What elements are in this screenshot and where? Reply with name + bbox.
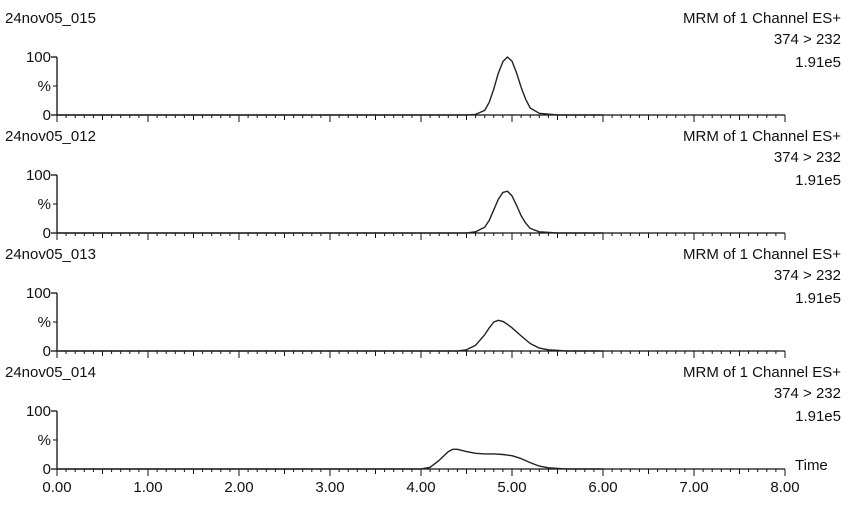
- sample-name: 24nov05_012: [5, 128, 96, 145]
- method-label: MRM of 1 Channel ES+: [683, 10, 841, 27]
- signal-trace: [57, 448, 603, 470]
- method-label: MRM of 1 Channel ES+: [683, 364, 841, 381]
- chromatogram-panel-2: 24nov05_012 MRM of 1 Channel ES+ 374 > 232…: [5, 128, 841, 242]
- y-tick-label: 100: [26, 167, 51, 184]
- chromatogram-panel-1: 24nov05_015 MRM of 1 Channel ES+ 374 > 232…: [5, 10, 841, 124]
- x-tick-label: 2.00: [224, 479, 253, 496]
- sample-name: 24nov05_013: [5, 246, 96, 263]
- x-tick-label: 6.00: [588, 479, 617, 496]
- transition-label: 374 > 232: [774, 385, 841, 402]
- transition-label: 374 > 232: [774, 31, 841, 48]
- y-tick-label: 100: [26, 285, 51, 302]
- chromatogram-panel-4: 24nov05_014 MRM of 1 Channel ES+ 374 > 232…: [5, 364, 841, 478]
- signal-trace: [57, 190, 603, 234]
- x-axis-title: Time: [795, 457, 828, 474]
- chromatogram-panel-3: 24nov05_013 MRM of 1 Channel ES+ 374 > 232…: [5, 246, 841, 360]
- x-tick-label: 3.00: [315, 479, 344, 496]
- intensity-label: 1.91e5: [795, 290, 841, 307]
- intensity-label: 1.91e5: [795, 172, 841, 189]
- y-tick-label: %: [38, 432, 51, 449]
- transition-label: 374 > 232: [774, 267, 841, 284]
- x-tick-label: 5.00: [497, 479, 526, 496]
- x-tick-label: 4.00: [406, 479, 435, 496]
- x-tick-label: 1.00: [133, 479, 162, 496]
- signal-trace: [57, 56, 603, 116]
- y-tick-label: 0: [43, 225, 51, 242]
- transition-label: 374 > 232: [774, 149, 841, 166]
- x-tick-label: 0.00: [42, 479, 71, 496]
- method-label: MRM of 1 Channel ES+: [683, 246, 841, 263]
- method-label: MRM of 1 Channel ES+: [683, 128, 841, 145]
- y-tick-label: %: [38, 196, 51, 213]
- y-tick-label: 100: [26, 403, 51, 420]
- y-tick-label: %: [38, 78, 51, 95]
- y-tick-label: 0: [43, 461, 51, 478]
- y-tick-label: 0: [43, 343, 51, 360]
- x-tick-label: 7.00: [679, 479, 708, 496]
- signal-trace: [57, 319, 603, 352]
- y-tick-label: 0: [43, 107, 51, 124]
- y-tick-label: 100: [26, 49, 51, 66]
- y-tick-label: %: [38, 314, 51, 331]
- intensity-label: 1.91e5: [795, 408, 841, 425]
- x-tick-label: 8.00: [770, 479, 799, 496]
- sample-name: 24nov05_015: [5, 10, 96, 27]
- sample-name: 24nov05_014: [5, 364, 96, 381]
- intensity-label: 1.91e5: [795, 54, 841, 71]
